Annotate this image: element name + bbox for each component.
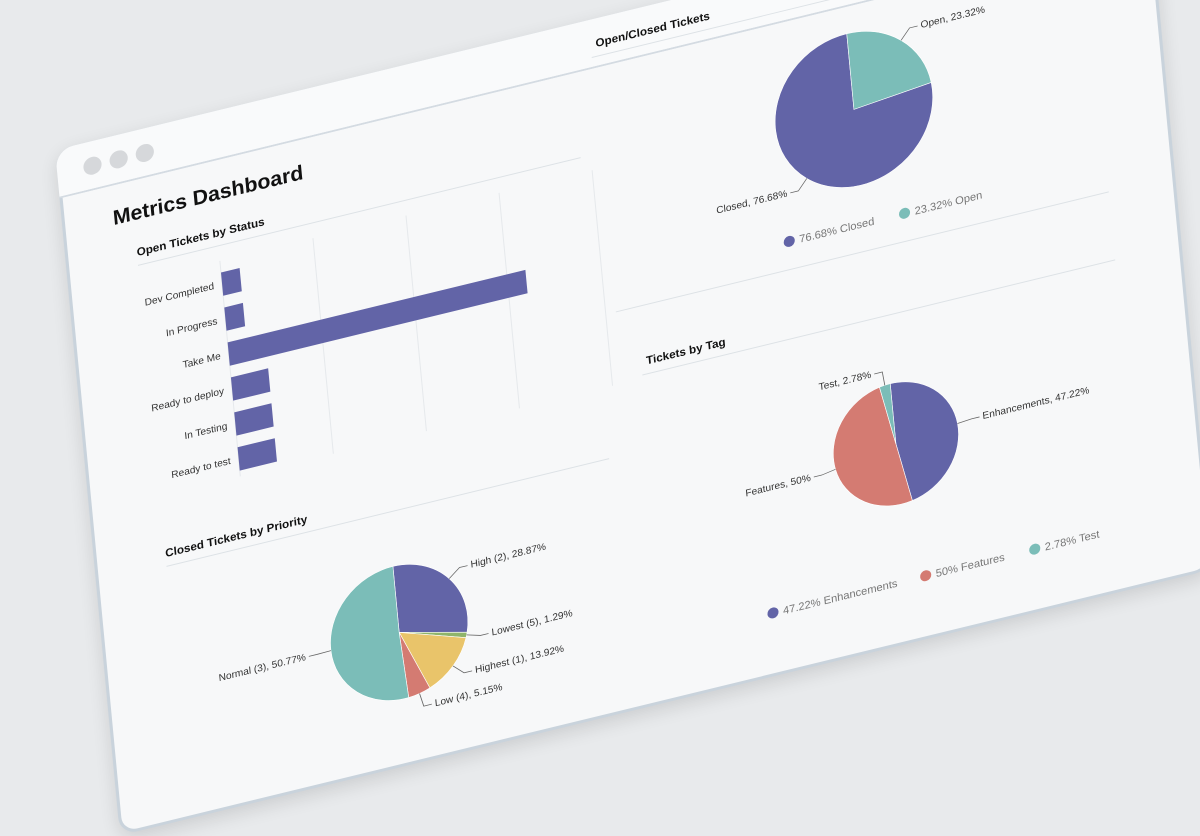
label-leader-line (874, 371, 886, 386)
label-leader-line (790, 178, 808, 194)
label-leader-line (448, 565, 468, 579)
category-label: Ready to deploy (151, 386, 225, 414)
pie-chart-tag: Enhancements, 47.22% Features, 50% Test, 2… (745, 368, 1100, 619)
minimize-dot[interactable] (108, 148, 129, 171)
legend-label[interactable]: 23.32% Open (914, 190, 983, 218)
slice-label: Low (4), 5.15% (434, 682, 503, 709)
slice-label: Features, 50% (745, 473, 811, 500)
category-label: Ready to test (171, 456, 231, 481)
gridline (591, 170, 614, 386)
bar-ready-to-test[interactable] (237, 438, 277, 471)
slice-label: Test, 2.78% (818, 370, 872, 393)
slice-label: High (2), 28.87% (470, 542, 546, 571)
slice-label: Closed, 76.68% (716, 189, 788, 217)
gridline (312, 238, 334, 454)
gridline (219, 260, 241, 477)
legend-marker (767, 607, 779, 619)
dashboard-window: Metrics Dashboard Open Tickets by Status… (55, 0, 1200, 836)
label-leader-line (900, 25, 918, 41)
category-label: In Progress (166, 316, 218, 339)
legend-label[interactable]: 76.68% Closed (799, 216, 875, 246)
pie-chart-open-closed: Closed, 76.68% Open, 23.32% 76.68% Closed 2… (716, 5, 985, 247)
legend-label[interactable]: 50% Features (935, 552, 1005, 580)
slice-label: Open, 23.32% (920, 5, 985, 31)
pie-slice-enhancements[interactable] (889, 368, 964, 503)
bar-dev-completed[interactable] (220, 267, 242, 296)
category-label: In Testing (184, 421, 228, 442)
slice-label: Enhancements, 47.22% (982, 385, 1090, 422)
label-leader-line (957, 416, 980, 424)
close-dot[interactable] (82, 154, 103, 177)
pie-slice-closed[interactable] (768, 15, 939, 205)
label-leader-line (813, 468, 836, 478)
label-leader-line (308, 650, 331, 657)
legend-marker (898, 207, 911, 219)
bar-take-me[interactable] (227, 269, 528, 366)
label-leader-line (452, 665, 473, 674)
legend-marker (1029, 543, 1041, 555)
slice-label: Highest (1), 13.92% (475, 644, 565, 676)
gridline (498, 192, 520, 409)
bar-ready-to-deploy[interactable] (230, 368, 271, 401)
legend-marker (783, 235, 795, 247)
slice-label: Lowest (5), 1.29% (491, 608, 573, 638)
label-leader-line (419, 693, 432, 707)
category-label: Take Me (182, 351, 221, 371)
legend-label[interactable]: 2.78% Test (1044, 529, 1100, 554)
bar-in-progress[interactable] (224, 302, 246, 331)
label-leader-line (466, 633, 489, 636)
category-label: Dev Completed (144, 281, 214, 308)
maximize-dot[interactable] (134, 142, 155, 164)
slice-label: Normal (3), 50.77% (218, 652, 306, 684)
bar-in-testing[interactable] (234, 403, 274, 436)
legend-marker (920, 570, 932, 582)
gridline (405, 215, 427, 432)
